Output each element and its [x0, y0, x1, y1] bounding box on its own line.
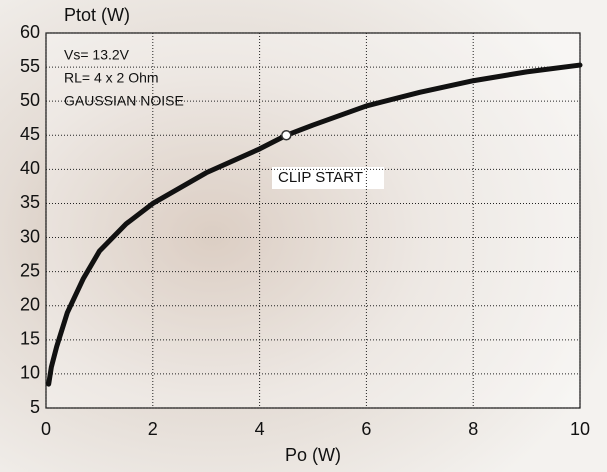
y-tick-label: 45 [20, 124, 40, 144]
x-axis-label: Po (W) [285, 445, 341, 465]
x-tick-label: 8 [468, 419, 478, 439]
y-tick-label: 50 [20, 90, 40, 110]
y-axis-label: Ptot (W) [64, 5, 130, 25]
y-tick-label: 5 [30, 397, 40, 417]
annotation: GAUSSIAN NOISE [64, 93, 184, 109]
y-tick-label: 10 [20, 363, 40, 383]
x-tick-label: 2 [148, 419, 158, 439]
y-tick-label: 55 [20, 56, 40, 76]
x-tick-label: 4 [255, 419, 265, 439]
x-tick-label: 10 [570, 419, 590, 439]
y-tick-label: 60 [20, 22, 40, 42]
clip-label: CLIP START [278, 169, 363, 186]
y-tick-label: 35 [20, 192, 40, 212]
x-tick-label: 6 [361, 419, 371, 439]
plot-area [45, 32, 581, 409]
clip-marker [281, 130, 292, 141]
y-tick-label: 15 [20, 329, 40, 349]
y-tick-label: 30 [20, 226, 40, 246]
label-background [272, 167, 384, 189]
y-tick-label: 40 [20, 158, 40, 178]
data-line [46, 62, 583, 387]
annotation: Vs= 13.2V [64, 47, 130, 63]
annotation: RL= 4 x 2 Ohm [64, 70, 159, 86]
y-tick-label: 25 [20, 260, 40, 280]
x-tick-label: 0 [41, 419, 51, 439]
y-tick-label: 20 [20, 294, 40, 314]
